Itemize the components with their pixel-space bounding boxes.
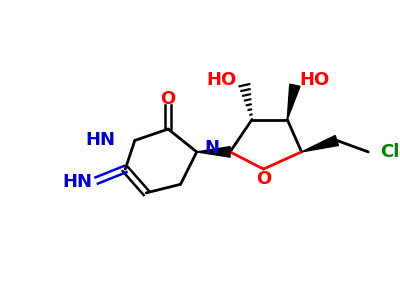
- Text: HN: HN: [86, 131, 116, 149]
- Text: N: N: [204, 139, 219, 157]
- Polygon shape: [287, 84, 300, 119]
- Polygon shape: [197, 147, 230, 157]
- Text: HN: HN: [62, 173, 92, 191]
- Text: HO: HO: [206, 71, 237, 89]
- Text: HO: HO: [300, 71, 330, 89]
- Text: O: O: [160, 89, 176, 107]
- Polygon shape: [302, 136, 338, 152]
- Text: Cl: Cl: [380, 143, 399, 161]
- Text: O: O: [256, 169, 271, 188]
